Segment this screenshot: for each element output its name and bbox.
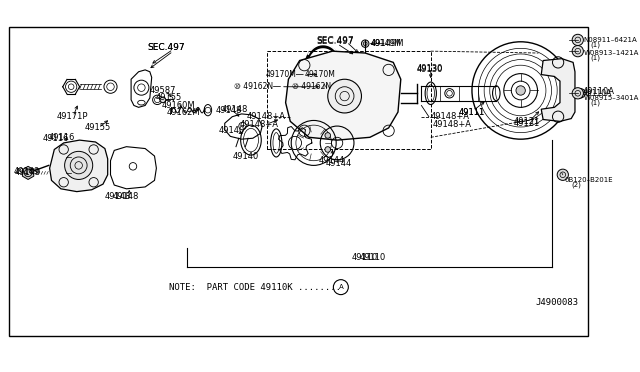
Text: N08911–6421A: N08911–6421A	[584, 37, 637, 43]
Text: A: A	[339, 284, 343, 290]
Text: (1): (1)	[590, 54, 600, 61]
Text: 49144: 49144	[326, 159, 352, 168]
Text: 49130: 49130	[417, 65, 443, 74]
Circle shape	[325, 133, 330, 138]
Circle shape	[516, 86, 525, 95]
Text: NOTE:  PART CODE 49110K ........: NOTE: PART CODE 49110K ........	[168, 283, 340, 292]
Text: 49587: 49587	[150, 86, 177, 95]
Text: SEC.497: SEC.497	[147, 43, 185, 52]
Text: 49149M: 49149M	[371, 39, 404, 48]
Text: ⑩ 49162N―: ⑩ 49162N―	[234, 82, 281, 91]
Text: SEC.497: SEC.497	[317, 37, 354, 46]
Text: 49148+A: 49148+A	[431, 112, 470, 121]
Text: W08915–3401A: W08915–3401A	[584, 95, 639, 101]
Text: 49148: 49148	[113, 192, 139, 201]
Text: (1): (1)	[590, 41, 600, 48]
Circle shape	[325, 147, 330, 152]
Text: W08913–1421A: W08913–1421A	[584, 50, 639, 56]
Text: 49130: 49130	[417, 64, 443, 73]
Circle shape	[572, 45, 584, 57]
Text: 49144: 49144	[318, 156, 344, 165]
Circle shape	[572, 88, 584, 99]
Text: 49121: 49121	[513, 117, 540, 126]
Circle shape	[362, 40, 369, 47]
Text: 49110A: 49110A	[582, 89, 612, 98]
Text: 49116: 49116	[49, 133, 75, 142]
Text: 49148+A: 49148+A	[240, 120, 279, 129]
Text: 49149: 49149	[15, 169, 41, 177]
Circle shape	[572, 34, 584, 45]
Text: 49110: 49110	[360, 253, 386, 262]
Text: 49162M: 49162M	[166, 108, 200, 116]
Text: 49170M: 49170M	[305, 70, 335, 79]
Text: N: N	[323, 84, 327, 89]
Text: 49170M―: 49170M―	[266, 70, 305, 79]
Polygon shape	[285, 51, 401, 140]
Text: 49110A: 49110A	[582, 87, 614, 96]
Polygon shape	[22, 166, 34, 179]
Text: 49110: 49110	[352, 253, 378, 262]
Text: (1): (1)	[590, 99, 600, 106]
Bar	[267, 51, 431, 150]
Text: 49140: 49140	[219, 126, 245, 135]
Circle shape	[65, 151, 93, 179]
Text: 49160M: 49160M	[162, 101, 196, 110]
Text: 49121: 49121	[513, 119, 540, 128]
Text: 49148+A: 49148+A	[433, 120, 472, 129]
Text: 49149: 49149	[14, 167, 40, 176]
Text: 49140: 49140	[232, 151, 259, 161]
Polygon shape	[50, 140, 108, 192]
Text: ⑩ 49162N: ⑩ 49162N	[292, 82, 332, 91]
Text: 0B120–B201E: 0B120–B201E	[564, 177, 613, 183]
Text: SEC.497: SEC.497	[147, 43, 185, 52]
Circle shape	[557, 169, 568, 180]
Text: (2): (2)	[572, 182, 581, 188]
Circle shape	[328, 79, 362, 113]
Text: 49148: 49148	[216, 106, 242, 115]
Text: J4900083: J4900083	[536, 298, 579, 307]
Text: 49148: 49148	[222, 105, 248, 114]
Circle shape	[160, 97, 166, 103]
Text: 49148+A: 49148+A	[246, 112, 285, 121]
Text: 49149M: 49149M	[371, 39, 402, 48]
Bar	[10, 27, 588, 336]
Text: 49148: 49148	[105, 192, 131, 201]
Text: 49155: 49155	[156, 93, 182, 102]
Text: 49111: 49111	[459, 108, 485, 116]
Circle shape	[576, 89, 585, 98]
Text: 49155: 49155	[84, 124, 111, 132]
Text: 49116: 49116	[43, 134, 70, 143]
Text: 49111: 49111	[459, 108, 485, 116]
Text: SEC.497: SEC.497	[317, 36, 354, 45]
Polygon shape	[541, 59, 575, 121]
Text: 49171P: 49171P	[56, 112, 88, 121]
